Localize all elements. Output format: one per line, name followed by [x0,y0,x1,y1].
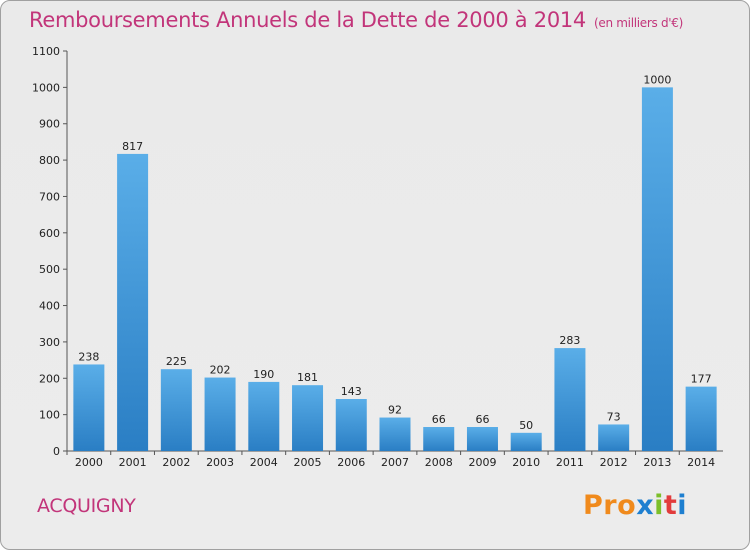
bar-2011 [554,348,586,451]
value-label-2011: 283 [559,334,580,347]
logo-letter: o [617,490,637,521]
bar-2002 [160,369,192,451]
logo-letter: P [583,490,604,521]
value-label-2004: 190 [253,368,274,381]
logo-letter: t [663,490,678,521]
proxiti-logo: Proxiti [583,490,687,521]
x-tick-label-2008: 2008 [425,456,453,469]
x-tick-label-2010: 2010 [512,456,540,469]
value-label-2013: 1000 [643,73,671,86]
x-tick-label-2011: 2011 [556,456,584,469]
x-tick-label-2001: 2001 [119,456,147,469]
x-tick-label-2009: 2009 [468,456,496,469]
value-label-2005: 181 [297,371,318,384]
bar-2003 [204,377,236,451]
bar-2014 [685,386,717,451]
value-label-2007: 92 [388,404,402,417]
value-label-2009: 66 [475,413,489,426]
bar-2000 [73,364,105,451]
bar-2004 [248,381,280,451]
y-tick-label: 1100 [32,45,60,58]
y-tick-label: 200 [39,372,60,385]
logo-letter: x [636,490,655,521]
commune-name: ACQUIGNY [37,495,136,517]
chart-title: Remboursements Annuels de la Dette de 20… [29,8,683,32]
y-tick-label: 900 [39,118,60,131]
logo-letter: r [603,490,618,521]
y-tick-label: 100 [39,409,60,422]
bar-2005 [292,385,324,451]
y-tick-label: 600 [39,227,60,240]
value-label-2010: 50 [519,419,533,432]
chart-unit: (en milliers d'€) [594,16,684,30]
y-tick-label: 1000 [32,81,60,94]
chart-title-text: Remboursements Annuels de la Dette de 20… [29,8,586,32]
value-label-2006: 143 [341,385,362,398]
bar-2013 [641,87,673,451]
x-tick-label-2006: 2006 [337,456,365,469]
logo-letter: i [677,490,688,521]
x-tick-label-2013: 2013 [643,456,671,469]
x-tick-label-2012: 2012 [600,456,628,469]
y-tick-label: 300 [39,336,60,349]
value-label-2012: 73 [607,410,621,423]
value-label-2002: 225 [166,355,187,368]
y-tick-label: 500 [39,263,60,276]
bar-2008 [423,427,455,451]
bar-2012 [598,424,630,451]
bar-2006 [335,399,367,451]
y-tick-label: 400 [39,300,60,313]
y-tick-label: 800 [39,154,60,167]
x-tick-label-2002: 2002 [162,456,190,469]
x-tick-label-2004: 2004 [250,456,278,469]
x-tick-label-2007: 2007 [381,456,409,469]
logo-letter: i [654,490,664,521]
bar-2001 [117,153,149,451]
value-label-2000: 238 [78,350,99,363]
value-label-2001: 817 [122,140,143,153]
value-label-2003: 202 [210,364,231,377]
value-label-2014: 177 [691,373,712,386]
y-tick-label: 0 [53,445,60,458]
bar-2010 [510,432,542,451]
x-tick-label-2005: 2005 [294,456,322,469]
y-tick-label: 700 [39,190,60,203]
x-tick-label-2014: 2014 [687,456,715,469]
bar-2009 [466,427,498,451]
bar-2007 [379,417,411,451]
x-tick-label-2003: 2003 [206,456,234,469]
x-tick-label-2000: 2000 [75,456,103,469]
value-label-2008: 66 [432,413,446,426]
